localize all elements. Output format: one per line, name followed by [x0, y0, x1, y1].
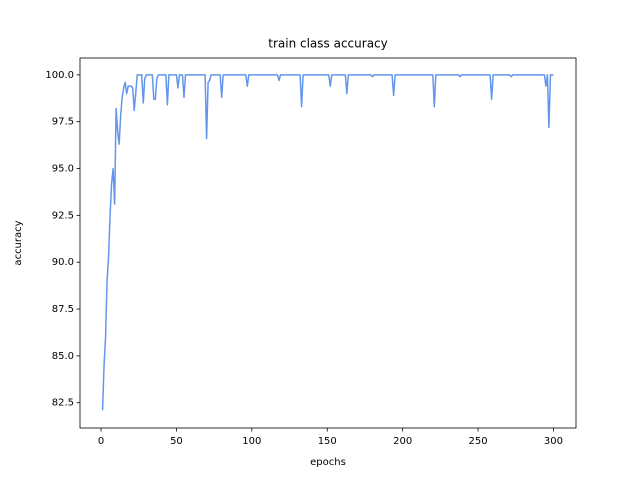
- line: [101, 74, 554, 411]
- y-tick-label: 92.5: [52, 210, 74, 221]
- x-tick-label: 150: [318, 436, 337, 447]
- y-tick-label: 82.5: [52, 398, 74, 409]
- y-tick-label: 87.5: [52, 304, 74, 315]
- y-tick-label: 90.0: [52, 257, 74, 268]
- x-tick-label: 200: [393, 436, 412, 447]
- x-tick-label: 300: [544, 436, 563, 447]
- y-tick-label: 95.0: [52, 164, 74, 175]
- x-tick-label: 0: [98, 436, 104, 447]
- y-axis-label: accuracy: [13, 220, 24, 265]
- x-axis-label: epochs: [310, 457, 346, 468]
- x-tick-label: 100: [242, 436, 261, 447]
- chart-title: train class accuracy: [268, 37, 388, 51]
- y-tick-label: 100.0: [45, 70, 74, 81]
- x-tick-label: 50: [170, 436, 183, 447]
- plot-frame: [79, 57, 577, 429]
- x-tick-label: 250: [469, 436, 488, 447]
- y-tick-label: 85.0: [52, 351, 74, 362]
- y-tick-label: 97.5: [52, 117, 74, 128]
